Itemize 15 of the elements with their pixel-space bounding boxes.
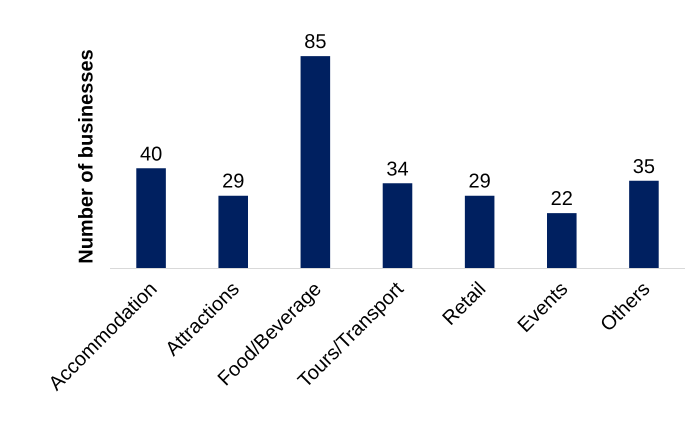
data-label: 85 xyxy=(304,31,326,54)
bar xyxy=(218,196,248,268)
bar xyxy=(136,168,166,268)
bar xyxy=(547,213,577,268)
data-label: 29 xyxy=(468,170,491,193)
bar xyxy=(382,183,412,268)
data-label: 22 xyxy=(550,188,573,210)
y-axis-title: Number of businesses xyxy=(76,49,98,264)
bar xyxy=(464,196,494,268)
data-label: 29 xyxy=(222,170,244,193)
bar xyxy=(629,180,659,268)
bar xyxy=(300,56,330,268)
data-label: 35 xyxy=(632,156,656,178)
data-label: 40 xyxy=(140,143,162,166)
data-label: 34 xyxy=(386,158,409,180)
